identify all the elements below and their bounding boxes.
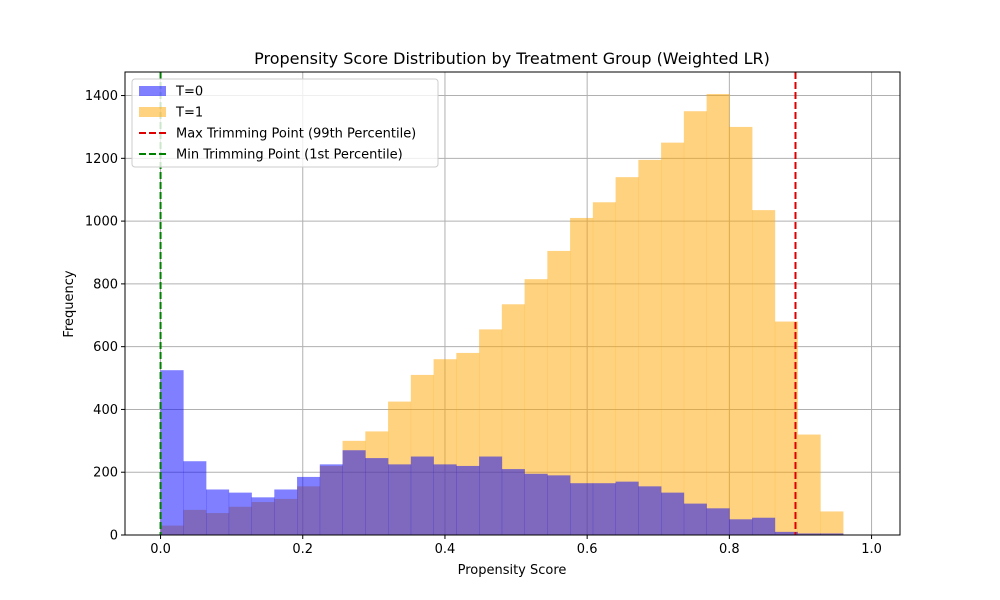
histogram-bar xyxy=(570,217,594,535)
histogram-bar xyxy=(592,483,616,535)
legend-label: T=1 xyxy=(175,106,203,121)
histogram-bar xyxy=(410,456,434,535)
y-tick-label: 1400 xyxy=(85,89,118,104)
histogram-bar xyxy=(388,464,412,535)
x-tick-label: 0.8 xyxy=(719,542,740,557)
series-1-bars xyxy=(160,370,844,535)
histogram-bar xyxy=(706,508,730,535)
histogram-bar xyxy=(820,533,844,535)
x-tick-label: 1.0 xyxy=(861,542,882,557)
histogram-bar xyxy=(661,492,685,535)
legend: T=0 T=1 Max Trimming Point (99th Percentil… xyxy=(131,78,439,168)
histogram-bar xyxy=(774,531,798,535)
plot-frame xyxy=(124,71,901,536)
histogram-bar xyxy=(570,483,594,535)
histogram-bar xyxy=(365,458,389,535)
histogram-bar xyxy=(752,517,776,535)
x-axis-label: Propensity Score xyxy=(458,563,567,578)
legend-swatch xyxy=(139,86,166,96)
histogram-bar xyxy=(319,464,343,535)
y-tick-label: 800 xyxy=(93,277,118,292)
x-tick-label: 0.0 xyxy=(150,542,171,557)
histogram-bar xyxy=(524,473,548,535)
histogram-bar xyxy=(683,111,707,535)
histogram-bar xyxy=(456,465,480,535)
legend-label: Min Trimming Point (1st Percentile) xyxy=(176,148,403,163)
histogram-bar xyxy=(183,461,207,535)
histogram-bar xyxy=(706,93,730,536)
histogram-bar xyxy=(752,210,776,536)
histogram-bar xyxy=(160,370,184,535)
histogram-bar xyxy=(274,489,298,535)
histogram-bar xyxy=(797,434,821,535)
y-tick-label: 0 xyxy=(110,529,118,544)
x-tick-label: 0.6 xyxy=(577,542,598,557)
histogram-bar xyxy=(661,142,685,535)
histogram-bar xyxy=(547,250,571,535)
histogram-bar xyxy=(683,503,707,535)
legend-label: Max Trimming Point (99th Percentile) xyxy=(176,127,416,142)
axis-ticks: 0.0 0.2 0.4 0.6 0.8 1.0 0 200 400 600 800 1000 1200 1… xyxy=(85,89,882,557)
histogram-bar xyxy=(228,492,252,535)
histogram-bar xyxy=(251,497,275,535)
histogram-bar xyxy=(547,475,571,535)
histogram-bar xyxy=(297,476,321,535)
y-tick-label: 200 xyxy=(93,466,118,481)
histogram-bar xyxy=(592,202,616,535)
legend-box xyxy=(131,78,439,168)
histogram-bar xyxy=(729,126,753,536)
x-tick-label: 0.2 xyxy=(292,542,313,557)
histogram-bar xyxy=(206,489,230,535)
y-tick-label: 600 xyxy=(93,340,118,355)
y-tick-label: 400 xyxy=(93,403,118,418)
y-tick-label: 1000 xyxy=(85,215,118,230)
histogram-bar xyxy=(501,469,525,535)
histogram-bar xyxy=(774,321,798,535)
chart-title: Propensity Score Distribution by Treatme… xyxy=(254,49,770,68)
histogram-bar xyxy=(433,464,457,535)
histogram-bars xyxy=(160,93,844,536)
histogram-bar xyxy=(524,279,548,535)
histogram-bar xyxy=(797,533,821,535)
histogram-bar xyxy=(615,177,639,535)
x-tick-label: 0.4 xyxy=(435,542,456,557)
y-axis-label: Frequency xyxy=(62,270,77,337)
legend-swatch xyxy=(139,107,166,117)
legend-label: T=0 xyxy=(175,85,203,100)
histogram-bar xyxy=(638,159,662,535)
reference-lines xyxy=(159,72,797,535)
histogram-bar xyxy=(342,450,366,535)
y-tick-label: 1200 xyxy=(85,152,118,167)
histogram-bar xyxy=(638,486,662,535)
histogram-bar xyxy=(820,511,844,535)
histogram-bar xyxy=(479,456,503,535)
histogram-bar xyxy=(615,481,639,535)
histogram-bar xyxy=(729,519,753,535)
